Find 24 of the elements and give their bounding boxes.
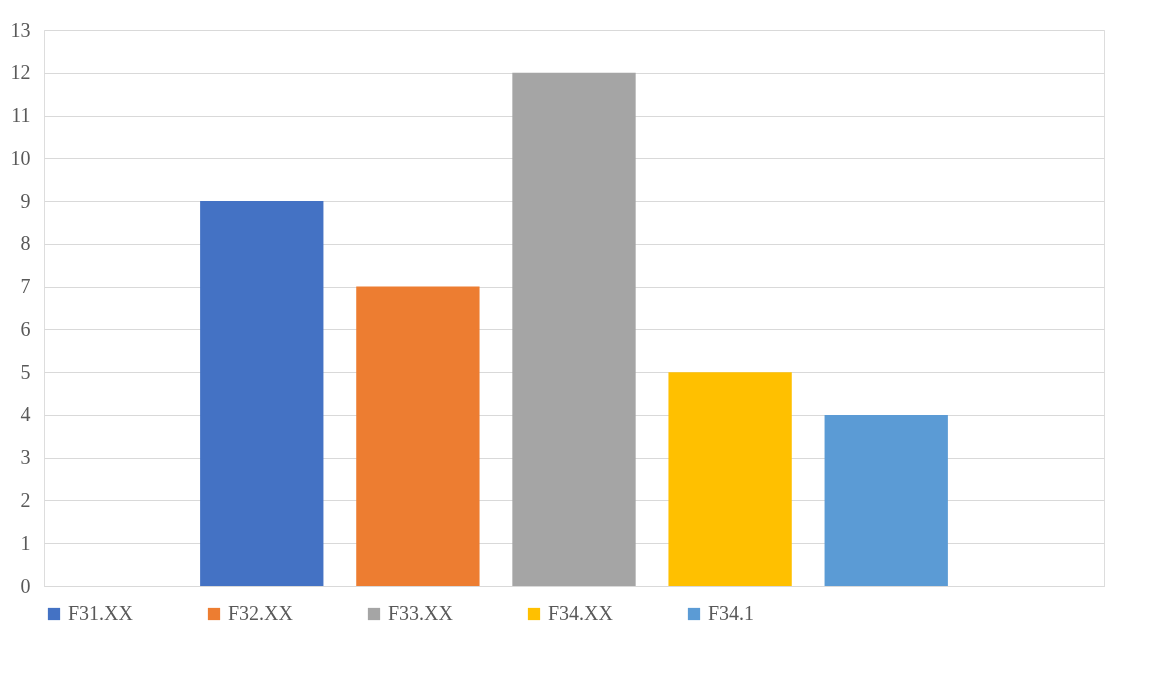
y-tick-label: 5 xyxy=(20,360,31,383)
y-tick-label: 2 xyxy=(20,488,31,511)
y-tick-label: 0 xyxy=(20,574,31,597)
legend-label: F32.XX xyxy=(228,602,294,624)
y-tick-label: 9 xyxy=(20,189,31,212)
y-tick-label: 10 xyxy=(10,146,31,169)
y-tick-label: 12 xyxy=(10,61,31,84)
legend-label: F33.XX xyxy=(388,602,454,624)
y-tick-label: 8 xyxy=(20,232,31,255)
bar xyxy=(356,286,480,586)
y-tick-label: 11 xyxy=(11,104,31,127)
y-tick-label: 3 xyxy=(20,446,31,469)
legend-label: F31.XX xyxy=(68,602,134,624)
bar xyxy=(512,72,636,586)
legend-label: F34.1 xyxy=(708,602,755,624)
y-tick-label: 7 xyxy=(20,275,31,298)
y-tick-label: 6 xyxy=(20,317,31,340)
bar xyxy=(668,372,792,586)
bar xyxy=(200,201,324,586)
y-tick-label: 13 xyxy=(10,18,31,41)
y-tick-label: 1 xyxy=(20,531,31,554)
legend-label: F34.XX xyxy=(548,602,614,624)
y-tick-label: 4 xyxy=(20,403,31,426)
bar xyxy=(824,414,948,586)
